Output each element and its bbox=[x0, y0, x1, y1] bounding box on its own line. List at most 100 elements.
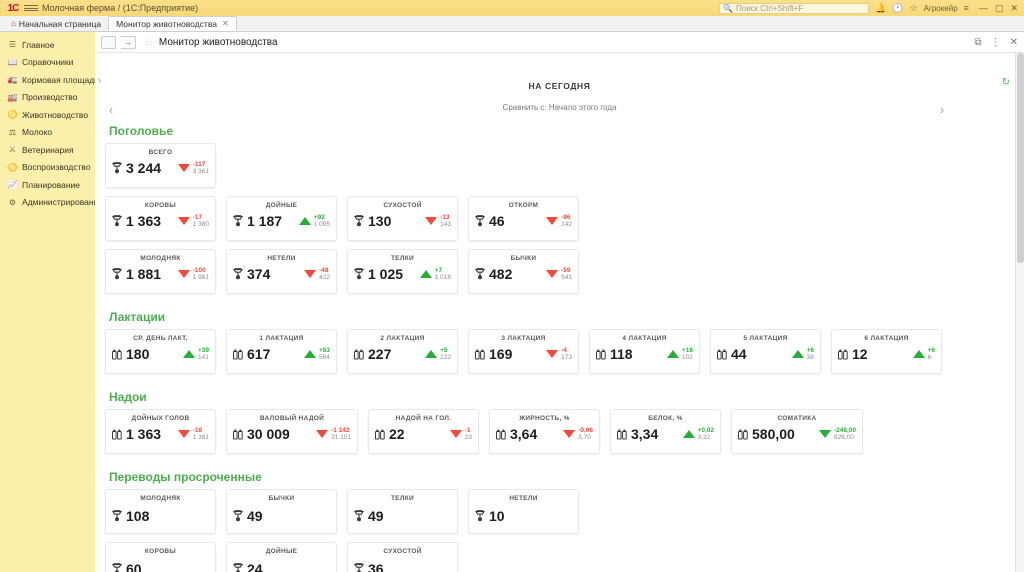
kpi-card-молодняк[interactable]: МОЛОДНЯК 108 bbox=[105, 489, 216, 534]
chart-icon: 📈 bbox=[7, 180, 18, 190]
kpi-card-value: 12 bbox=[852, 346, 868, 362]
kpi-card-1-лактация[interactable]: 1 ЛАКТАЦИЯ 617 +53 564 bbox=[226, 329, 337, 374]
milk-icon bbox=[375, 428, 385, 440]
kpi-card-5-лактация[interactable]: 5 ЛАКТАЦИЯ 44 +6 38 bbox=[710, 329, 821, 374]
sidebar-item-glavnoe[interactable]: ☰ Главное bbox=[0, 36, 95, 54]
kpi-card-телки[interactable]: ТЕЛКИ 1 025 +7 1 018 bbox=[347, 249, 458, 294]
kpi-card-белок[interactable]: БЕЛОК, % 3,34 +0,02 3,32 bbox=[610, 409, 721, 454]
close-form-icon[interactable]: ✕ bbox=[1009, 36, 1018, 48]
kpi-card-title: КОРОВЫ bbox=[144, 548, 177, 555]
kpi-card-дойных-голов[interactable]: ДОЙНЫХ ГОЛОВ 1 363 -18 1 381 bbox=[105, 409, 216, 454]
bell-icon[interactable]: 🔔 bbox=[875, 2, 887, 13]
history-icon[interactable]: 🕐 bbox=[892, 2, 904, 13]
kpi-card-trend: +0,02 3,32 bbox=[682, 427, 714, 441]
kpi-card-нетели[interactable]: НЕТЕЛИ 10 bbox=[468, 489, 579, 534]
tab-monitor[interactable]: Монитор животноводства ✕ bbox=[108, 16, 237, 31]
restore-icon[interactable]: ⧉ bbox=[974, 36, 982, 48]
vertical-scrollbar[interactable] bbox=[1015, 53, 1024, 572]
kpi-card-коровы[interactable]: КОРОВЫ 1 363 -17 1 380 bbox=[105, 196, 216, 241]
kpi-card-бычки[interactable]: БЫЧКИ 49 bbox=[226, 489, 337, 534]
minimize-button[interactable]: — bbox=[978, 3, 988, 13]
sidebar-item-label: Ветеринария bbox=[22, 144, 74, 155]
scrollbar-thumb[interactable] bbox=[1017, 53, 1024, 263]
kpi-card-телки[interactable]: ТЕЛКИ 49 bbox=[347, 489, 458, 534]
monitor-board: Поголовье ВСЕГО 3 244 -117 3 361 КОРОВЫ 1 363-… bbox=[95, 112, 1024, 572]
close-button[interactable]: ✕ bbox=[1010, 2, 1018, 13]
sidebar-item-proizvodstvo[interactable]: 🏭 Производство bbox=[0, 89, 95, 107]
kpi-card-change: -13 bbox=[440, 213, 450, 221]
tab-home[interactable]: ⌂ Начальная страница bbox=[4, 16, 108, 31]
kpi-card-дойные[interactable]: ДОЙНЫЕ 1 187 +92 1 095 bbox=[226, 196, 337, 241]
kpi-card-value: 374 bbox=[247, 266, 271, 282]
period-compare[interactable]: Сравнить с: Начало этого года bbox=[502, 103, 617, 112]
kpi-card-change: -18 bbox=[192, 426, 203, 434]
kpi-card-надой-на-гол[interactable]: НАДОЙ НА ГОЛ. 22 -1 23 bbox=[368, 409, 479, 454]
hamburger-icon[interactable] bbox=[24, 5, 38, 11]
kpi-card-3-лактация[interactable]: 3 ЛАКТАЦИЯ 169 -4 173 bbox=[468, 329, 579, 374]
search-icon: 🔍 bbox=[723, 3, 734, 13]
sidebar-item-zhivotnovodstvo[interactable]: ♋ Животноводство bbox=[0, 106, 95, 124]
kpi-card-previous: 173 bbox=[561, 354, 572, 361]
user-name[interactable]: Агрокейр bbox=[923, 3, 958, 13]
cow-icon: ♋ bbox=[7, 110, 18, 120]
menu-icon[interactable]: ≡ bbox=[963, 2, 969, 13]
cow-icon bbox=[233, 510, 243, 522]
card-row: СР. ДЕНЬ ЛАКТ. 180 +39 141 1 ЛАКТАЦИЯ 617 +53 5… bbox=[105, 329, 1024, 382]
sidebar-item-spravochniki[interactable]: 📖 Справочники bbox=[0, 54, 95, 72]
cow-icon bbox=[112, 215, 122, 227]
kpi-card-trend: +5 222 bbox=[425, 347, 451, 361]
milk-icon bbox=[838, 348, 848, 360]
kpi-card-4-лактация[interactable]: 4 ЛАКТАЦИЯ 118 +16 102 bbox=[589, 329, 700, 374]
logo-1c-icon[interactable]: 1C bbox=[7, 2, 20, 14]
kpi-card-title: 6 ЛАКТАЦИЯ bbox=[864, 335, 909, 342]
help-icon[interactable]: ⋮ bbox=[990, 36, 1001, 48]
sidebar-item-administrirovanie[interactable]: ⚙ Администрирование bbox=[0, 194, 103, 212]
kpi-card-нетели[interactable]: НЕТЕЛИ 374 -48 422 bbox=[226, 249, 337, 294]
favorite-star-icon[interactable]: ☆ bbox=[144, 36, 154, 49]
sidebar: ☰ Главное 📖 Справочники 🚛 Кормовая площа… bbox=[0, 32, 103, 572]
kpi-card-дойные[interactable]: ДОЙНЫЕ 24 bbox=[226, 542, 337, 572]
milk-icon bbox=[112, 428, 122, 440]
back-button[interactable]: arrow-left-icon bbox=[101, 35, 116, 49]
kpi-card-всего[interactable]: ВСЕГО 3 244 -117 3 361 bbox=[105, 143, 216, 188]
next-period-button[interactable]: › bbox=[940, 103, 944, 117]
sidebar-item-label: Главное bbox=[22, 39, 55, 50]
sidebar-item-veterinariya[interactable]: ⚔ Ветеринария bbox=[0, 141, 95, 159]
star-icon[interactable]: ☆ bbox=[909, 2, 918, 13]
sidebar-item-planirovanie[interactable]: 📈 Планирование bbox=[0, 176, 95, 194]
kpi-card-trend: -246,00 826,00 bbox=[818, 427, 856, 441]
kpi-card-previous: 38 bbox=[806, 354, 814, 361]
kpi-card-молодняк[interactable]: МОЛОДНЯК 1 881 -100 1 981 bbox=[105, 249, 216, 294]
kpi-card-откорм[interactable]: ОТКОРМ 46 -96 142 bbox=[468, 196, 579, 241]
sidebar-item-moloko[interactable]: ⚖ Молоко bbox=[0, 124, 95, 142]
kpi-card-валовый-надой[interactable]: ВАЛОВЫЙ НАДОЙ 30 009 -1 142 31 151 bbox=[226, 409, 358, 454]
prev-period-button[interactable]: ‹ bbox=[109, 103, 113, 117]
cow-icon bbox=[354, 268, 364, 280]
kpi-card-коровы[interactable]: КОРОВЫ 60 bbox=[105, 542, 216, 572]
kpi-card-соматика[interactable]: СОМАТИКА 580,00 -246,00 826,00 bbox=[731, 409, 863, 454]
kpi-card-title: ЖИРНОСТЬ, % bbox=[519, 415, 570, 422]
close-icon[interactable]: ✕ bbox=[221, 19, 229, 28]
kpi-card-6-лактация[interactable]: 6 ЛАКТАЦИЯ 12 +6 6 bbox=[831, 329, 942, 374]
search-input[interactable]: 🔍 Поиск Ctrl+Shift+F bbox=[719, 2, 870, 14]
arrow-right-icon: → bbox=[124, 37, 132, 47]
kpi-card-2-лактация[interactable]: 2 ЛАКТАЦИЯ 227 +5 222 bbox=[347, 329, 458, 374]
chevron-right-icon[interactable]: › bbox=[98, 75, 101, 85]
period-header: НА СЕГОДНЯ Сравнить с: Начало этого года bbox=[95, 53, 1024, 112]
kpi-card-жирность[interactable]: ЖИРНОСТЬ, % 3,64 -0,06 3,70 bbox=[489, 409, 600, 454]
kpi-card-ср-день-лакт[interactable]: СР. ДЕНЬ ЛАКТ. 180 +39 141 bbox=[105, 329, 216, 374]
kpi-card-сухостой[interactable]: СУХОСТОЙ 36 bbox=[347, 542, 458, 572]
kpi-card-trend: +53 564 bbox=[303, 347, 330, 361]
cow-icon bbox=[354, 510, 364, 522]
sidebar-item-vosproizvodstvo[interactable]: ♋ Воспроизводство bbox=[0, 159, 95, 177]
kpi-card-бычки[interactable]: БЫЧКИ 482 -59 541 bbox=[468, 249, 579, 294]
tab-strip: ⌂ Начальная страница Монитор животноводс… bbox=[0, 16, 1024, 32]
forward-button[interactable]: → bbox=[121, 35, 136, 49]
kpi-card-previous: 1 381 bbox=[192, 434, 209, 441]
vet-icon: ⚔ bbox=[8, 145, 17, 155]
cow-icon bbox=[112, 268, 122, 280]
refresh-icon[interactable]: ↻ bbox=[1001, 77, 1010, 88]
sidebar-item-kormovaya-ploshchadka[interactable]: 🚛 Кормовая площадка bbox=[0, 71, 103, 89]
maximize-button[interactable]: ▢ bbox=[994, 2, 1004, 13]
kpi-card-сухостой[interactable]: СУХОСТОЙ 130 -13 143 bbox=[347, 196, 458, 241]
